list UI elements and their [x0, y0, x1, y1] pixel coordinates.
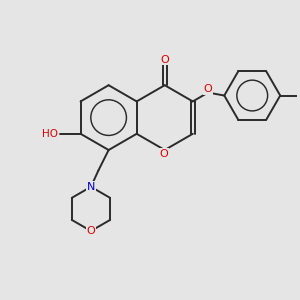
Text: HO: HO: [43, 129, 58, 139]
Text: O: O: [204, 84, 212, 94]
Text: O: O: [160, 55, 169, 64]
Text: N: N: [87, 182, 95, 192]
Text: O: O: [159, 148, 168, 158]
Text: O: O: [87, 226, 95, 236]
